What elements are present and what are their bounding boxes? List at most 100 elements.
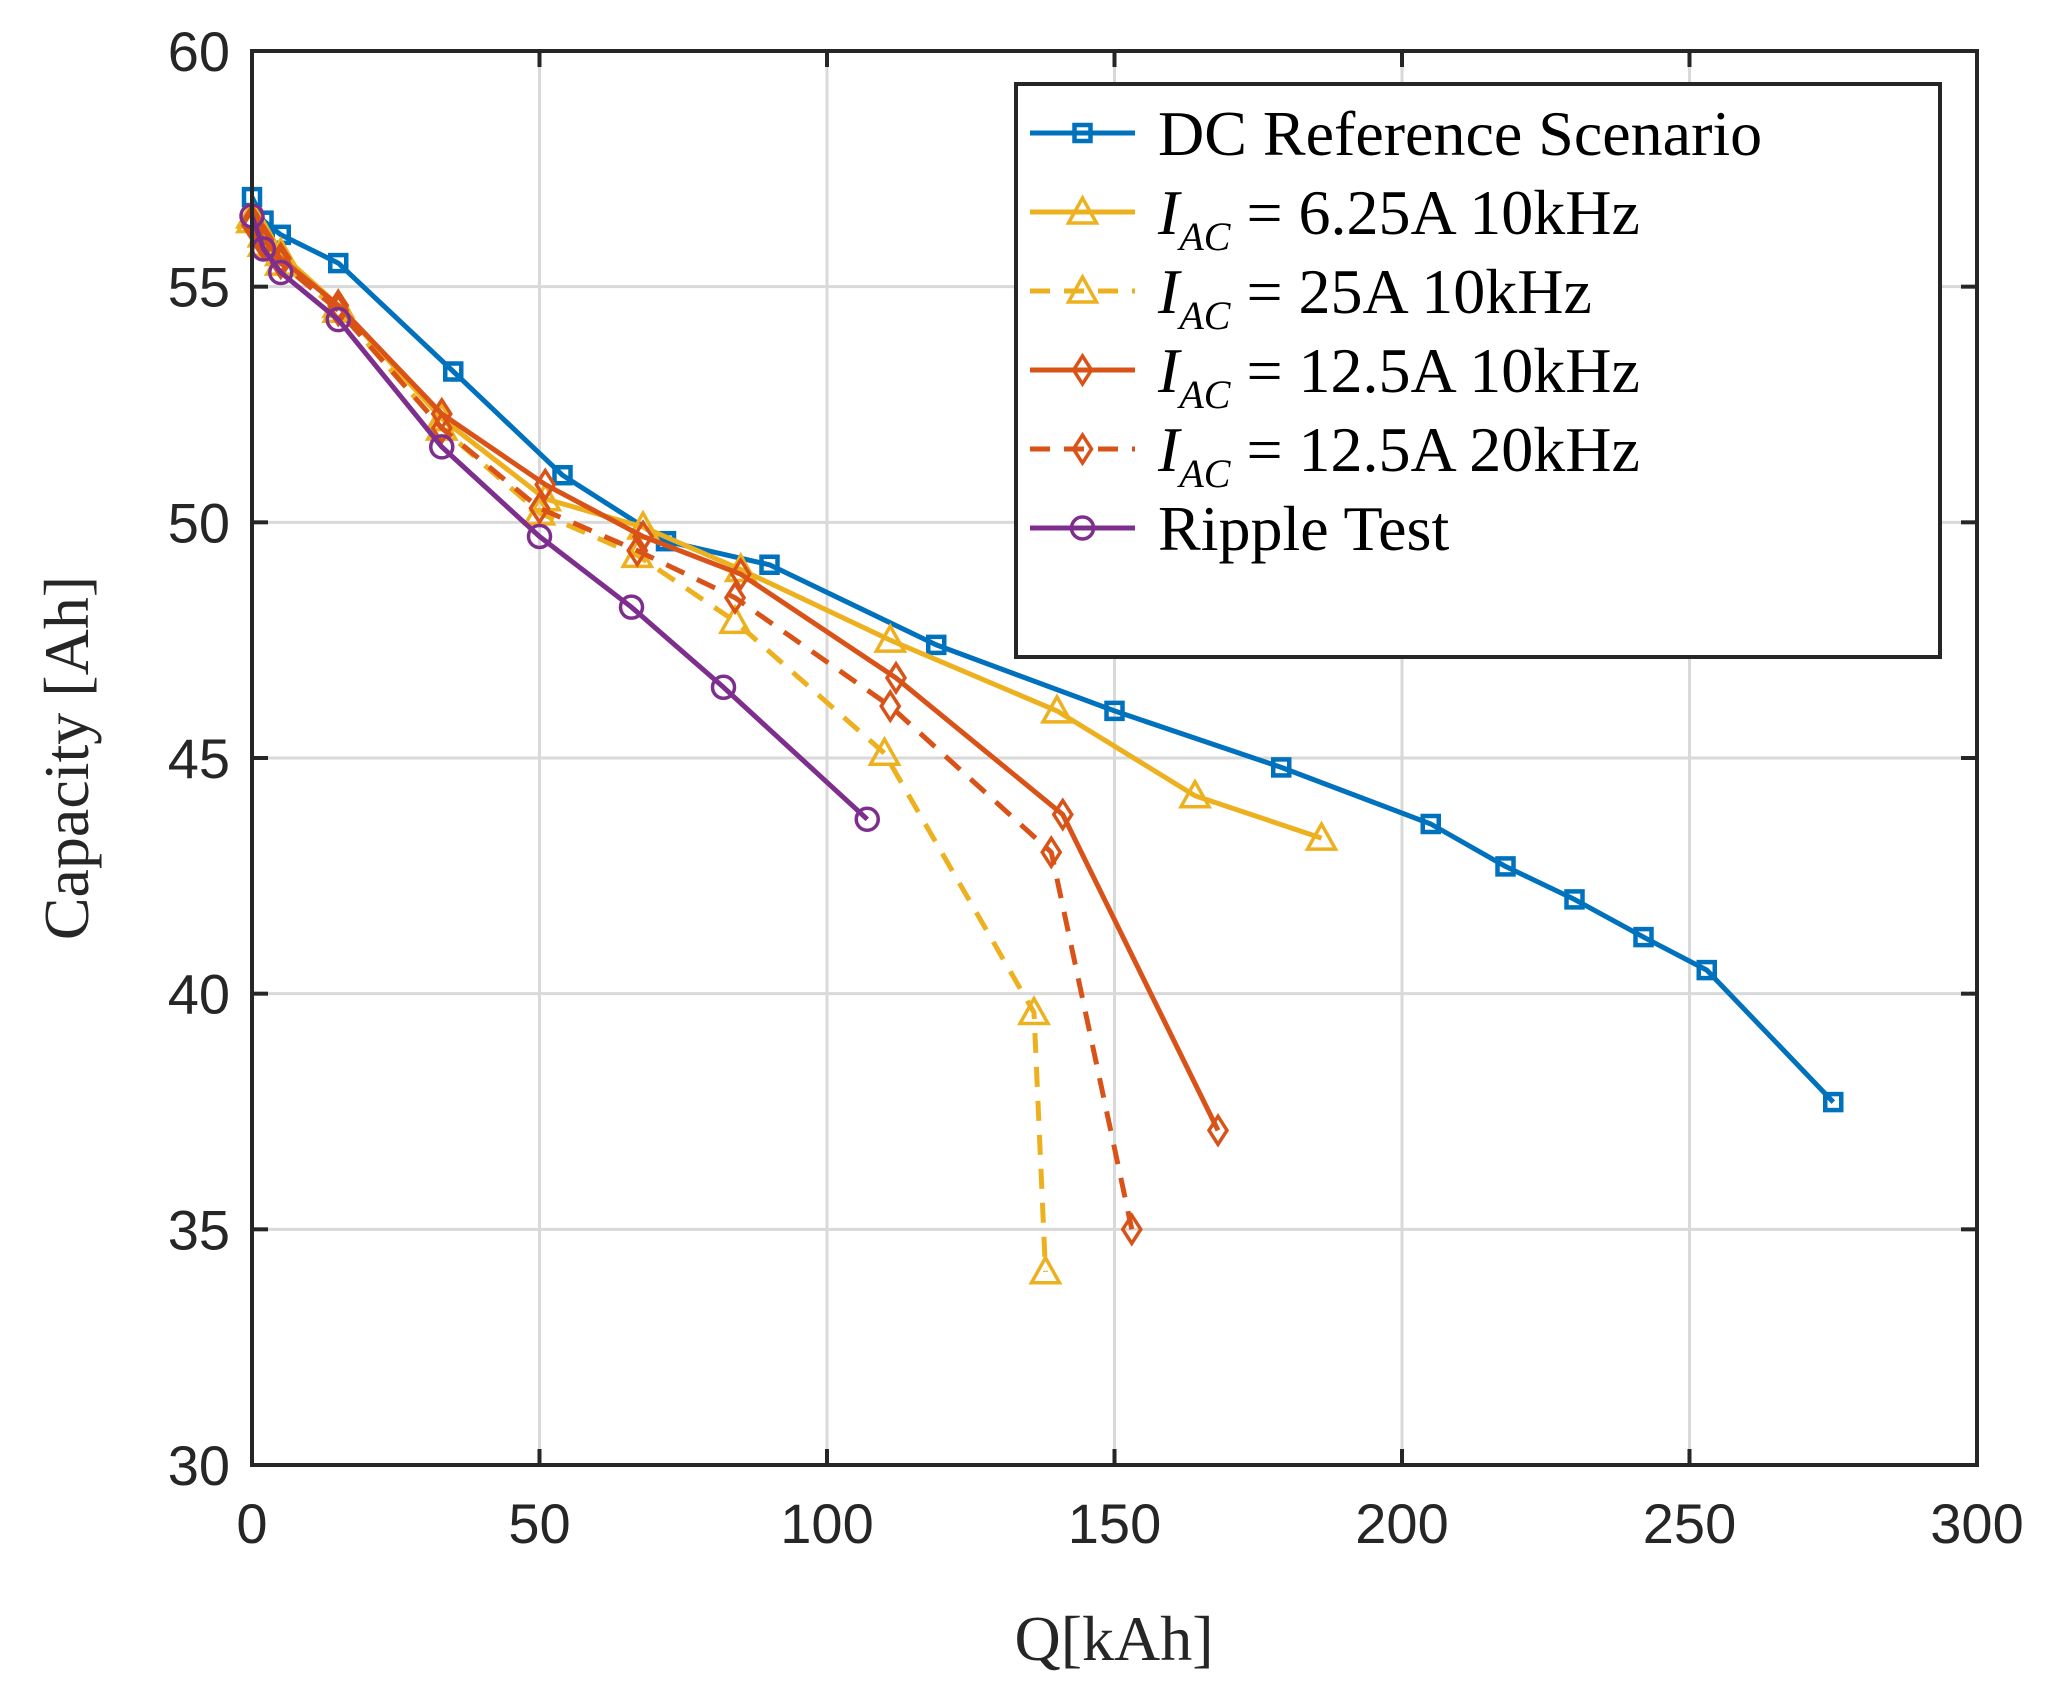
legend-label: IAC = 6.25A 10kHz: [1157, 177, 1640, 259]
data-point: [867, 735, 902, 767]
x-tick-label: 50: [508, 1492, 570, 1555]
data-point: [269, 245, 292, 281]
data-point: [1420, 813, 1441, 835]
y-tick-label: 60: [168, 20, 230, 83]
data-point: [528, 490, 551, 526]
data-point: [1071, 431, 1094, 467]
data-series: [235, 186, 1844, 1285]
legend-label: IAC = 12.5A 20kHz: [1157, 414, 1640, 496]
data-point: [1633, 926, 1654, 948]
y-axis-title: Capacity [Ah]: [31, 576, 102, 940]
y-tick-label: 50: [168, 491, 230, 554]
data-point: [854, 806, 880, 833]
legend-label-main: I: [1157, 177, 1182, 248]
data-point: [1040, 835, 1063, 870]
data-point: [1072, 122, 1093, 144]
data-point: [1823, 1091, 1844, 1113]
data-point: [1178, 778, 1212, 809]
y-tick-label: 40: [168, 963, 230, 1026]
series-5: [239, 203, 880, 833]
data-point: [430, 410, 453, 446]
x-tick-label: 250: [1643, 1492, 1736, 1555]
data-point: [626, 533, 649, 568]
legend-label: DC Reference Scenario: [1158, 98, 1762, 169]
data-point: [1028, 1254, 1063, 1285]
legend-entry-4: IAC = 12.5A 20kHz: [1030, 414, 1640, 496]
legend-label-rest: = 25A 10kHz: [1230, 256, 1591, 327]
data-point: [1071, 352, 1094, 388]
data-point: [1040, 693, 1074, 724]
x-tick-label: 100: [780, 1492, 873, 1555]
legend-label-main: I: [1157, 256, 1182, 327]
series-line: [249, 196, 1836, 1104]
legend-label-sub: AC: [1176, 214, 1231, 259]
data-point: [729, 556, 752, 592]
legend-entry-2: IAC = 25A 10kHz: [1030, 256, 1592, 338]
data-point: [1017, 994, 1051, 1026]
legend-label-rest: = 12.5A 20kHz: [1230, 414, 1639, 485]
series-4: [240, 208, 1143, 1247]
data-point: [710, 674, 737, 701]
data-point: [1696, 959, 1717, 981]
data-point: [552, 464, 573, 486]
data-point: [884, 660, 908, 696]
data-point: [443, 361, 464, 382]
data-point: [327, 292, 350, 328]
data-point: [1206, 1113, 1230, 1148]
data-point: [1069, 515, 1096, 541]
legend-entry-3: IAC = 12.5A 10kHz: [1030, 335, 1640, 417]
legend-label-sub: AC: [1176, 451, 1231, 496]
legend-label: IAC = 25A 10kHz: [1157, 256, 1592, 338]
data-point: [534, 467, 557, 502]
legend-label: IAC = 12.5A 10kHz: [1157, 335, 1640, 417]
data-point: [718, 603, 752, 635]
legend-entry-5: Ripple Test: [1030, 493, 1449, 564]
x-tick-label: 0: [236, 1492, 267, 1555]
x-tick-label: 150: [1068, 1492, 1161, 1555]
data-point: [1271, 757, 1292, 778]
legend-label-rest: = 12.5A 10kHz: [1230, 335, 1639, 406]
legend-label-sub: AC: [1176, 293, 1231, 338]
legend-label-rest: = 6.25A 10kHz: [1230, 177, 1639, 248]
data-point: [618, 594, 645, 620]
legend-label: Ripple Test: [1158, 493, 1449, 564]
y-axis-tick-labels: 30 35 40 45 50 55 60: [168, 20, 230, 1497]
y-tick-label: 55: [168, 256, 230, 319]
data-point: [526, 523, 553, 550]
y-tick-label: 30: [168, 1434, 230, 1497]
data-point: [325, 306, 351, 333]
series-0: [241, 186, 1844, 1113]
data-point: [268, 259, 294, 286]
data-point: [631, 519, 655, 554]
data-point: [1065, 194, 1100, 225]
legend-entry-0: DC Reference Scenario: [1030, 98, 1762, 169]
data-point: [1104, 700, 1125, 722]
legend-label-main: I: [1157, 335, 1182, 406]
data-point: [926, 634, 947, 656]
data-point: [1065, 273, 1100, 304]
legend-label-main: I: [1157, 414, 1182, 485]
data-point: [429, 434, 455, 460]
y-tick-label: 35: [168, 1198, 230, 1261]
legend-box: [1014, 82, 1942, 659]
data-point: [759, 554, 780, 576]
y-tick-label: 45: [168, 727, 230, 790]
data-point: [1564, 889, 1585, 910]
legend-label-sub: AC: [1176, 372, 1231, 417]
legend-entry-1: IAC = 6.25A 10kHz: [1030, 177, 1640, 259]
data-point: [1495, 856, 1516, 877]
data-point: [1120, 1212, 1143, 1247]
x-axis-title: Q[kAh]: [1014, 1603, 1213, 1674]
data-point: [723, 580, 747, 615]
data-point: [1304, 820, 1339, 851]
x-axis-tick-labels: 0 50 100 150 200 250 300: [236, 1492, 2023, 1555]
x-tick-label: 200: [1355, 1492, 1448, 1555]
axis-ticks: [250, 49, 1979, 1467]
data-point: [1051, 797, 1074, 832]
data-point: [879, 688, 902, 724]
data-point: [873, 622, 908, 653]
x-tick-label: 300: [1930, 1492, 2023, 1555]
data-point: [328, 252, 349, 274]
